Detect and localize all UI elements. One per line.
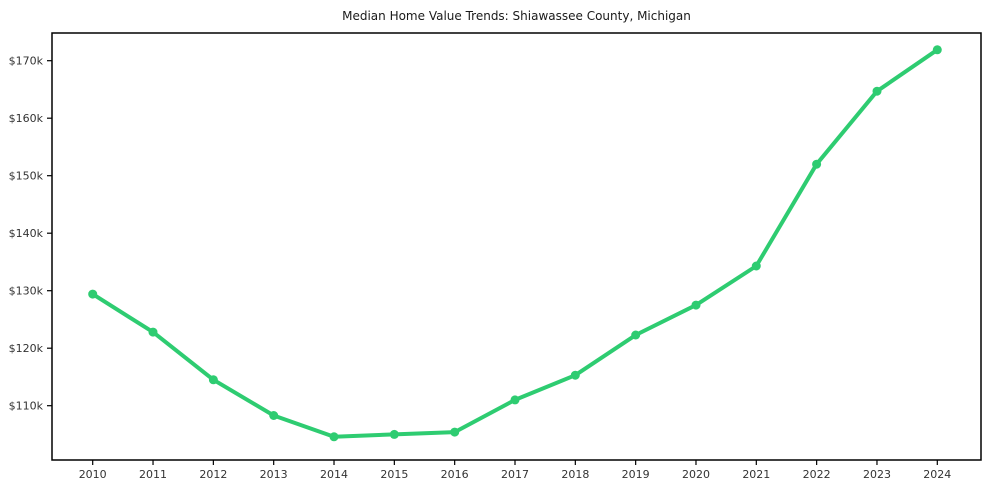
data-point-2013: [269, 411, 279, 420]
x-axis-tick-label: 2019: [622, 468, 650, 481]
y-axis-tick-label: $110k: [9, 400, 44, 413]
y-axis-tick-label: $160k: [9, 112, 44, 125]
y-axis-tick-label: $140k: [9, 227, 44, 240]
plot-frame: [51, 32, 982, 461]
x-axis-tick-label: 2015: [380, 468, 408, 481]
x-axis-tick-label: 2017: [501, 468, 529, 481]
data-point-2010: [88, 289, 98, 299]
x-axis-tick-label: 2011: [139, 468, 167, 481]
x-axis-tick-label: 2018: [561, 468, 589, 481]
x-axis-tick-label: 2014: [320, 468, 348, 481]
data-point-2018: [570, 370, 580, 380]
data-point-2011: [148, 327, 158, 337]
chart-title: Median Home Value Trends: Shiawassee Cou…: [342, 9, 691, 23]
data-point-2012: [208, 375, 218, 385]
y-axis-tick-label: $150k: [9, 170, 44, 183]
x-axis-tick-label: 2016: [441, 468, 469, 481]
x-axis-tick-label: 2013: [260, 468, 288, 481]
data-point-2023: [872, 86, 882, 96]
y-axis-tick-label: $120k: [9, 342, 44, 355]
x-axis-tick-label: 2022: [803, 468, 831, 481]
trend-line: [90, 47, 940, 439]
x-axis-tick-label: 2023: [863, 468, 891, 481]
data-point-2014: [329, 432, 339, 442]
data-point-2021: [751, 261, 761, 271]
x-axis-tick-label: 2024: [923, 468, 951, 481]
y-axis-tick-label: $170k: [9, 55, 44, 68]
x-axis-tick-label: 2020: [682, 468, 710, 481]
data-point-2015: [389, 429, 399, 439]
data-point-2016: [450, 427, 460, 437]
x-axis-tick-label: 2021: [742, 468, 770, 481]
data-point-2017: [510, 395, 520, 405]
data-point-2020: [691, 300, 701, 310]
x-axis-tick-label: 2010: [79, 468, 107, 481]
data-point-2022: [812, 159, 822, 169]
x-axis-tick-label: 2012: [199, 468, 227, 481]
data-point-2024: [932, 45, 942, 55]
data-point-2019: [631, 330, 641, 340]
y-axis-tick-label: $130k: [9, 285, 44, 298]
